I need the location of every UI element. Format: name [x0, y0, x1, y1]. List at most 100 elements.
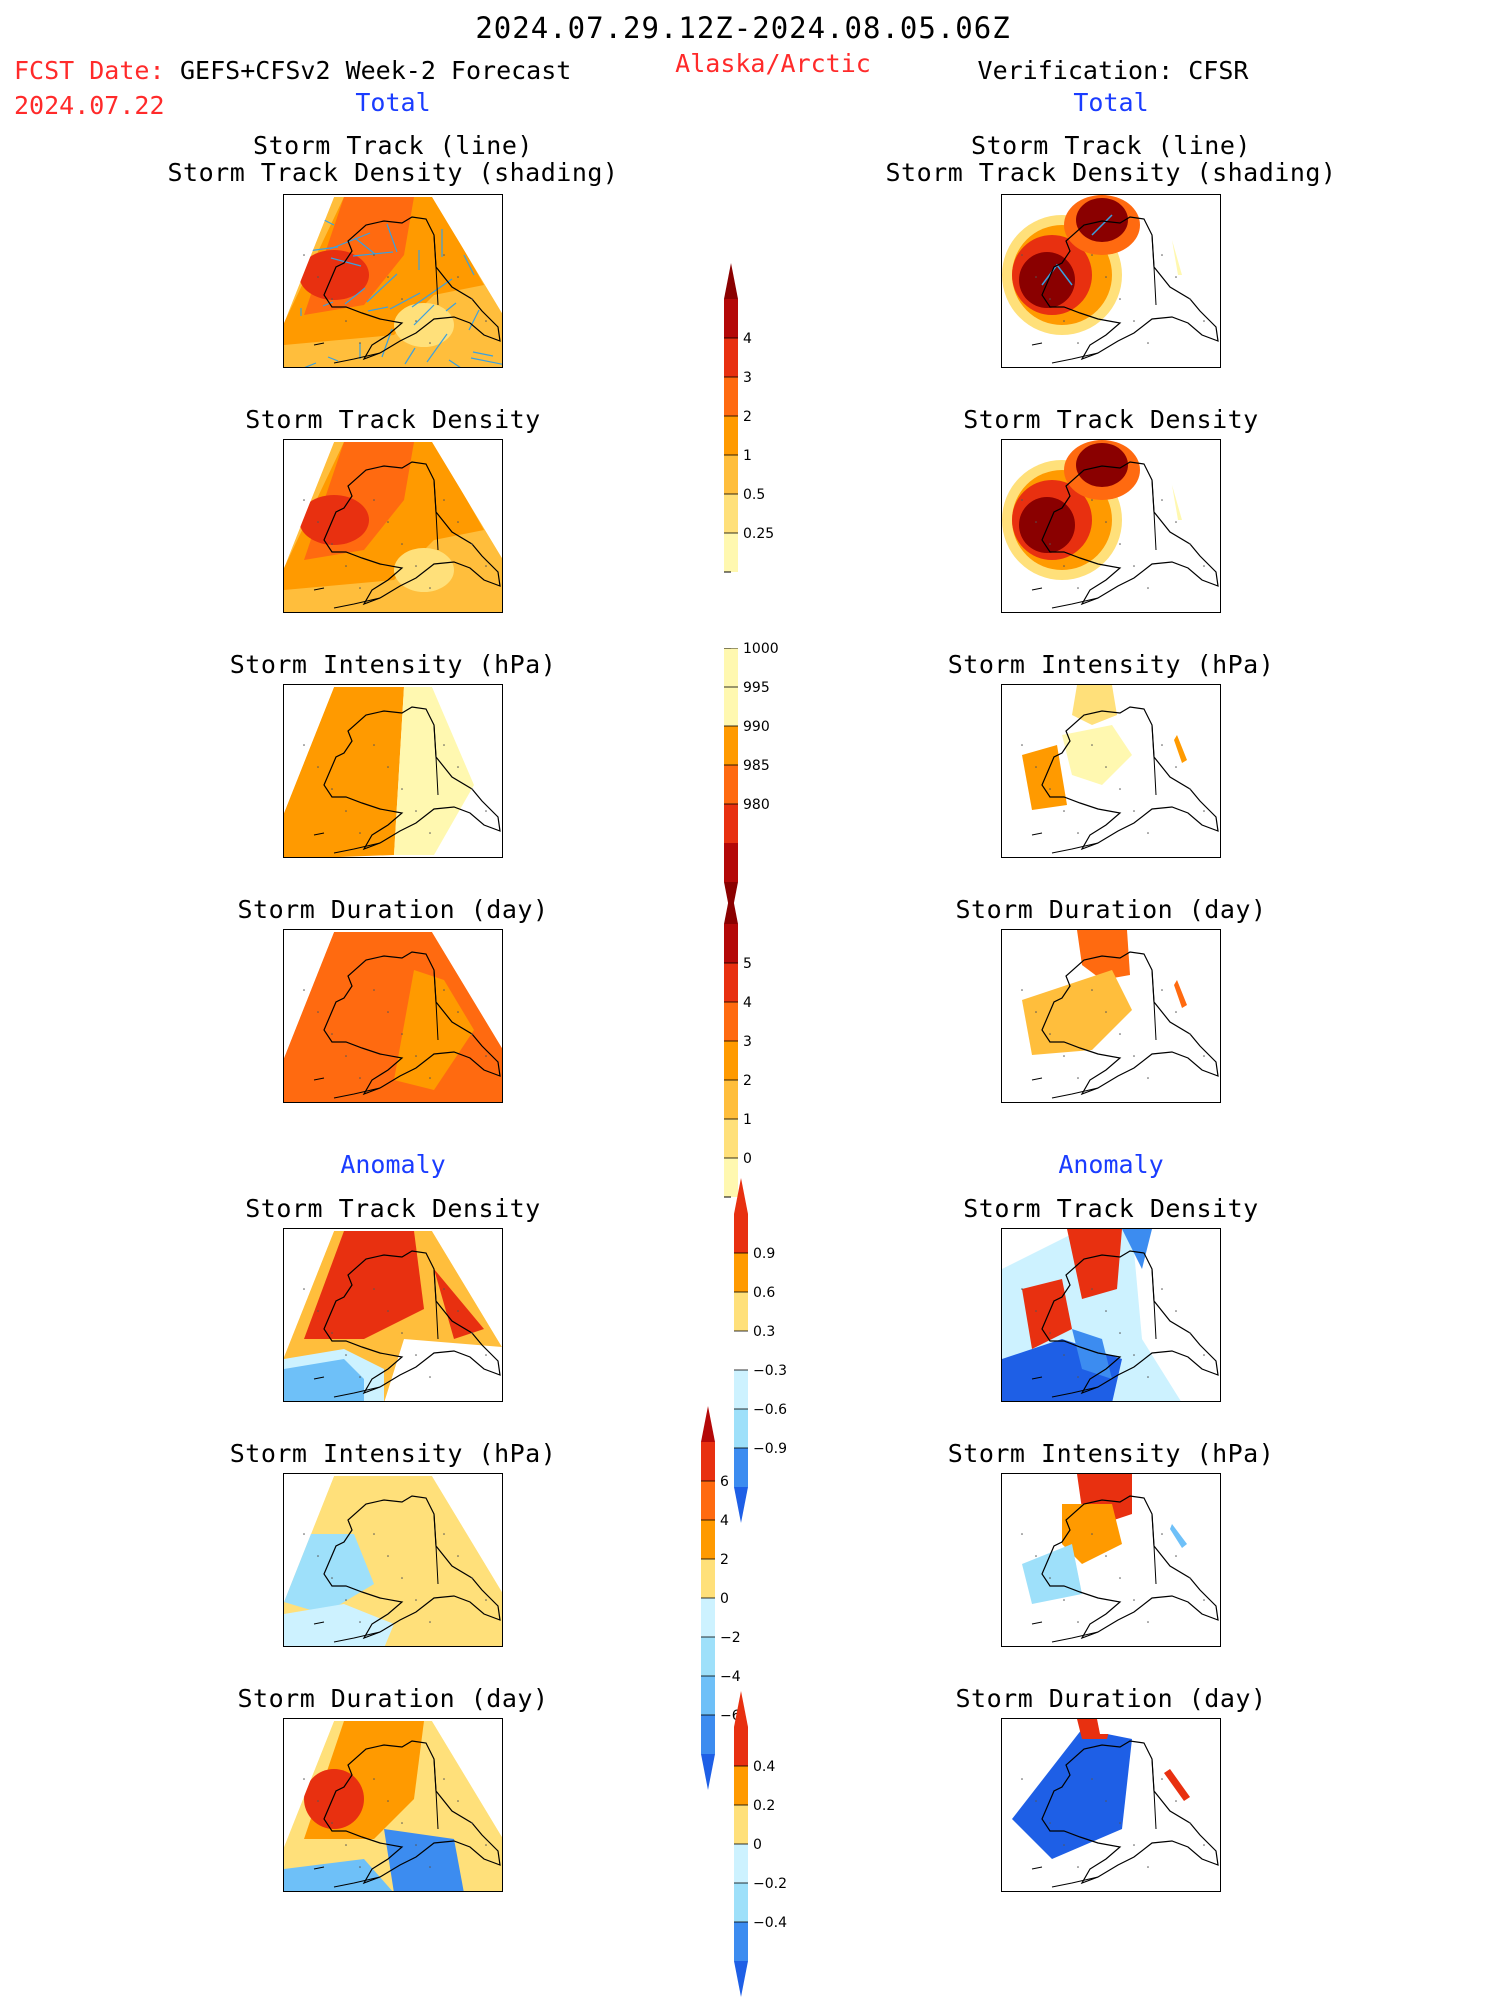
grid-dot	[1175, 766, 1177, 768]
map-left-anom-duration	[283, 1718, 503, 1892]
grid-dot	[303, 1288, 305, 1290]
colorbar-label: −4	[720, 1669, 741, 1685]
colorbar-swatch	[724, 924, 738, 963]
island-line	[313, 1621, 381, 1643]
colorbar-swatch	[724, 1080, 738, 1119]
grid-dot	[331, 298, 333, 300]
colorbar-end	[701, 1406, 715, 1442]
shade-region	[304, 1231, 424, 1339]
coastline	[323, 1740, 501, 1885]
colorbar-swatch	[724, 1119, 738, 1158]
map-right-track-density	[1001, 439, 1221, 613]
border-line	[433, 1513, 439, 1585]
storm-track	[470, 357, 502, 367]
storm-track	[352, 251, 394, 257]
grid-dot	[373, 499, 375, 501]
grid-dot	[373, 744, 375, 746]
border-line	[1151, 1268, 1157, 1340]
border-line	[1151, 724, 1157, 796]
grid-dot	[1119, 788, 1121, 790]
storm-track	[354, 237, 376, 255]
right-anom-intensity-title: Storm Intensity (hPa)	[947, 1439, 1275, 1468]
grid-dot	[1133, 1055, 1135, 1057]
grid-dot	[457, 1555, 459, 1557]
map-right-track-line	[1001, 194, 1221, 368]
grid-dot	[1049, 1822, 1051, 1824]
grid-dot	[443, 1778, 445, 1780]
grid-dot	[1133, 1844, 1135, 1846]
grid-dot	[485, 1055, 487, 1057]
coastline	[1041, 1740, 1219, 1885]
colorbar-svg	[724, 888, 738, 1198]
colorbar-swatch	[734, 1766, 748, 1805]
shade-region	[434, 1269, 484, 1339]
grid-dot	[1147, 342, 1149, 344]
colorbar-label: −0.9	[753, 1441, 787, 1457]
colorbar-end	[734, 1691, 748, 1727]
colorbar-label: −2	[720, 1630, 741, 1646]
grid-dot	[345, 1844, 347, 1846]
grid-dot	[317, 1555, 319, 1557]
shade-region	[1062, 725, 1132, 785]
map-svg	[1002, 440, 1219, 609]
colorbar-swatch	[701, 1715, 715, 1754]
storm-track	[367, 306, 389, 312]
storm-track	[404, 347, 416, 365]
colorbar-label: 985	[743, 758, 770, 774]
island-line	[313, 342, 381, 364]
colorbar-swatch	[701, 1442, 715, 1481]
left-anomaly-label: Anomaly	[340, 1150, 446, 1179]
grid-dot	[1105, 521, 1107, 523]
grid-dot	[443, 1533, 445, 1535]
shade-group	[284, 932, 502, 1102]
grid-dot	[317, 276, 319, 278]
grid-dot	[1175, 1310, 1177, 1312]
border-line	[433, 234, 439, 306]
storm-track	[295, 362, 317, 367]
storm-track	[426, 333, 448, 363]
grid-dot	[1119, 298, 1121, 300]
border-line	[433, 479, 439, 551]
date-range-title: 2024.07.29.12Z-2024.08.05.06Z	[475, 11, 1011, 45]
map-right-anom-intensity	[1001, 1473, 1221, 1647]
right-total-label: Total	[1073, 88, 1149, 117]
grid-dot	[303, 499, 305, 501]
island-line	[1031, 587, 1099, 609]
grid-dot	[1161, 989, 1163, 991]
grid-dot	[415, 1055, 417, 1057]
grid-dot	[373, 254, 375, 256]
shade-region	[284, 932, 502, 1102]
colorbar-swatch	[724, 843, 738, 882]
grid-dot	[1175, 521, 1177, 523]
grid-dot	[1175, 1555, 1177, 1557]
grid-dot	[1077, 832, 1079, 834]
grid-dot	[1203, 320, 1205, 322]
grid-dot	[1091, 989, 1093, 991]
map-svg	[284, 1476, 502, 1646]
colorbar-swatch	[734, 1292, 748, 1331]
grid-dot	[359, 342, 361, 344]
grid-dot	[317, 521, 319, 523]
storm-track	[468, 309, 480, 331]
colorbar-label: 2	[720, 1552, 729, 1568]
map-right-duration	[1001, 929, 1221, 1103]
grid-dot	[1133, 565, 1135, 567]
coastline	[323, 706, 501, 851]
coastline	[323, 461, 501, 606]
grid-dot	[485, 810, 487, 812]
shade-region	[1174, 735, 1187, 763]
colorbar-swatch	[724, 687, 738, 726]
grid-dot	[1077, 1621, 1079, 1623]
grid-dot	[443, 989, 445, 991]
grid-dot	[401, 1332, 403, 1334]
grid-dot	[1063, 1599, 1065, 1601]
map-left-track-density	[283, 439, 503, 613]
shade-group	[284, 442, 502, 612]
grid-dot	[373, 1288, 375, 1290]
storm-track	[366, 273, 398, 303]
grid-dot	[429, 1376, 431, 1378]
grid-dot	[373, 989, 375, 991]
map-svg	[1002, 195, 1219, 364]
grid-dot	[1203, 810, 1205, 812]
grid-dot	[1021, 1533, 1023, 1535]
